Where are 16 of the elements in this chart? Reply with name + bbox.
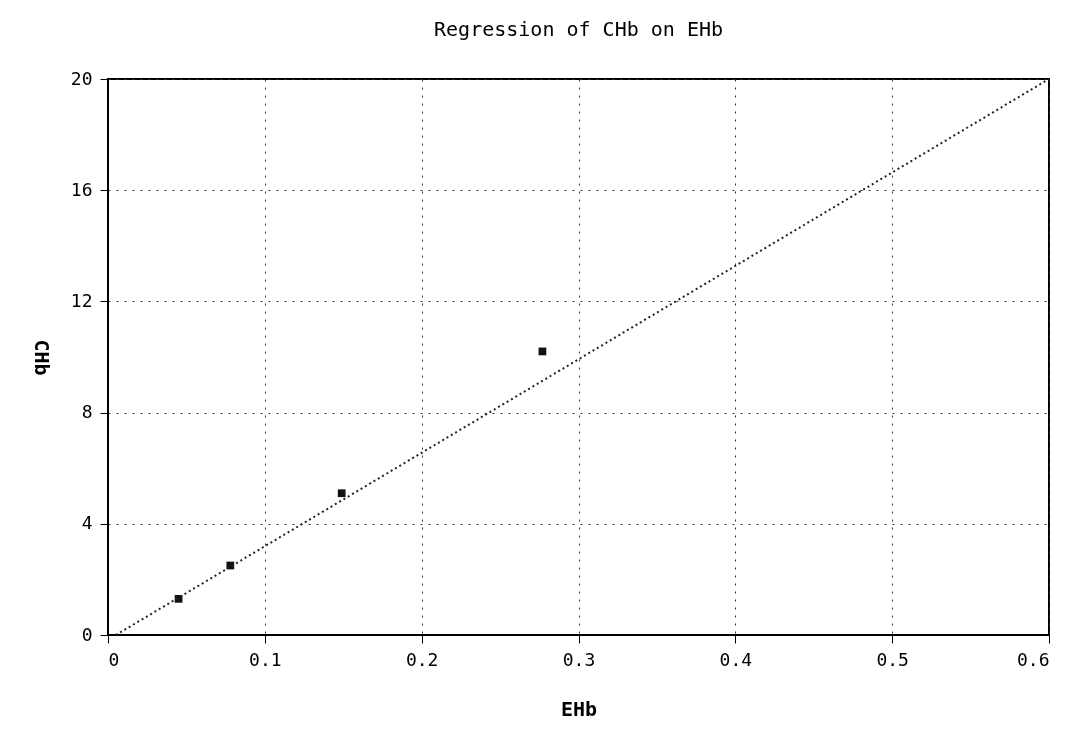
y-tick-label: 12 bbox=[70, 289, 93, 311]
y-tick-label: 8 bbox=[81, 401, 93, 423]
y-tick-label: 4 bbox=[81, 512, 93, 534]
x-axis-title: EHb bbox=[560, 696, 598, 721]
x-tick-label: 0.5 bbox=[876, 648, 909, 670]
y-tick-label: 0 bbox=[81, 623, 93, 645]
x-tick-label: 0.4 bbox=[719, 648, 753, 670]
x-tick-label: 0.3 bbox=[562, 648, 596, 670]
x-tick-label: 0.2 bbox=[405, 648, 439, 670]
x-tick-label: 0.1 bbox=[249, 648, 282, 670]
chart-title: Regression of CHb on EHb bbox=[434, 17, 723, 41]
y-tick-label: 20 bbox=[70, 67, 93, 89]
y-axis-title: CHb bbox=[29, 339, 54, 376]
x-tick-label: 0.6 bbox=[1016, 648, 1050, 670]
y-tick-label: 16 bbox=[70, 178, 93, 200]
x-tick-label: 0 bbox=[108, 648, 120, 670]
